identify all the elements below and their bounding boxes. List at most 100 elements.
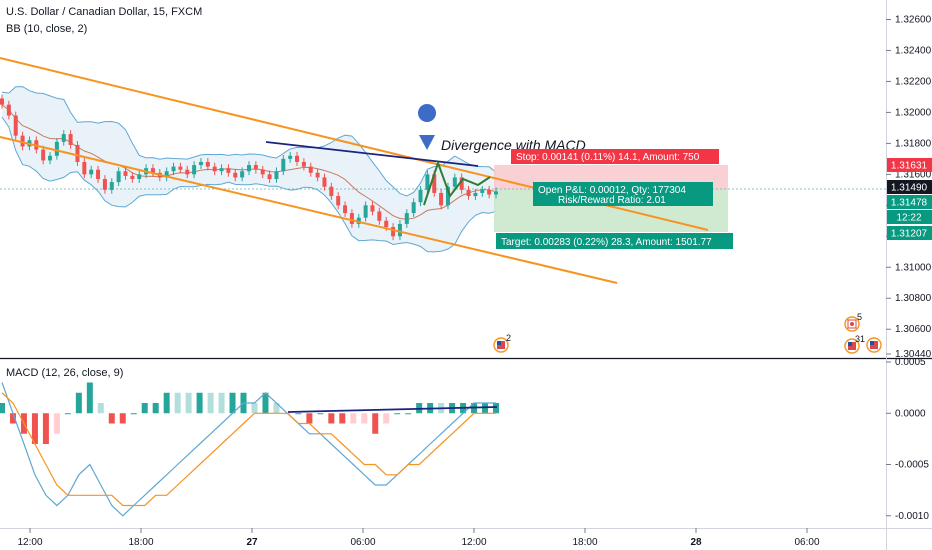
candle-body[interactable]	[205, 161, 210, 167]
macd-histogram-bar[interactable]	[295, 413, 302, 415]
candle-body[interactable]	[212, 166, 217, 172]
candle-body[interactable]	[487, 189, 492, 195]
candle-body[interactable]	[253, 165, 258, 170]
candle-body[interactable]	[68, 134, 73, 145]
candle-body[interactable]	[75, 144, 80, 162]
candle-body[interactable]	[411, 202, 416, 214]
candle-body[interactable]	[274, 171, 279, 179]
candle-body[interactable]	[20, 135, 25, 147]
macd-histogram-bar[interactable]	[383, 413, 390, 424]
candle-body[interactable]	[267, 174, 272, 179]
candle-body[interactable]	[370, 205, 375, 212]
candle-body[interactable]	[130, 175, 135, 179]
candle-body[interactable]	[178, 166, 183, 170]
candle-body[interactable]	[102, 179, 107, 190]
candle-body[interactable]	[452, 177, 457, 187]
candle-body[interactable]	[6, 104, 11, 116]
candle-body[interactable]	[459, 177, 464, 190]
candle-body[interactable]	[219, 168, 224, 172]
channel-lower-line[interactable]	[0, 136, 618, 284]
candle-body[interactable]	[54, 141, 59, 156]
candle-body[interactable]	[109, 182, 114, 190]
candle-body[interactable]	[48, 155, 53, 161]
candle-body[interactable]	[432, 174, 437, 193]
candle-body[interactable]	[466, 189, 471, 197]
candle-body[interactable]	[185, 169, 190, 175]
candle-body[interactable]	[377, 211, 382, 221]
candle-body[interactable]	[336, 196, 341, 206]
symbol-title[interactable]: U.S. Dollar / Canadian Dollar, 15, FXCM	[6, 6, 202, 18]
macd-histogram-bar[interactable]	[163, 392, 170, 414]
candle-body[interactable]	[329, 186, 334, 197]
candle-body[interactable]	[89, 169, 94, 175]
candle-body[interactable]	[425, 174, 430, 190]
candle-body[interactable]	[96, 169, 101, 179]
candle-body[interactable]	[301, 161, 306, 167]
candle-body[interactable]	[137, 174, 142, 179]
candle-body[interactable]	[247, 165, 251, 172]
candle-body[interactable]	[418, 189, 423, 203]
macd-histogram-bar[interactable]	[229, 392, 236, 414]
macd-line[interactable]	[1, 382, 496, 517]
macd-histogram-bar[interactable]	[64, 413, 71, 415]
candle-body[interactable]	[391, 227, 396, 237]
candle-body[interactable]	[198, 161, 203, 166]
candle-body[interactable]	[0, 98, 4, 105]
macd-histogram-bar[interactable]	[394, 413, 401, 415]
zigzag-pattern[interactable]	[423, 159, 491, 206]
macd-histogram-bar[interactable]	[130, 413, 137, 415]
macd-histogram-bar[interactable]	[196, 392, 203, 414]
ca-flag-event-icon[interactable]	[844, 316, 860, 332]
macd-histogram-bar[interactable]	[328, 413, 335, 424]
macd-histogram-bar[interactable]	[97, 403, 104, 414]
candle-body[interactable]	[397, 223, 402, 237]
macd-axis[interactable]: 0.0005 0.0000 -0.0005 -0.0010	[886, 357, 929, 522]
candle-body[interactable]	[116, 171, 121, 183]
macd-histogram-bar[interactable]	[174, 392, 181, 414]
candle-body[interactable]	[233, 172, 238, 178]
macd-histogram-bar[interactable]	[207, 392, 214, 414]
price-divergence-trendline[interactable]	[265, 141, 479, 167]
candle-body[interactable]	[171, 166, 176, 172]
pnl-label-box[interactable]	[533, 182, 713, 206]
candle-body[interactable]	[41, 149, 46, 161]
candle-body[interactable]	[322, 177, 327, 187]
macd-histogram-bar[interactable]	[361, 413, 368, 424]
candle-body[interactable]	[281, 158, 286, 172]
candle-body[interactable]	[260, 169, 265, 175]
macd-histogram-bar[interactable]	[339, 413, 346, 424]
candle-body[interactable]	[308, 166, 313, 173]
candle-body[interactable]	[494, 191, 498, 195]
time-axis[interactable]: 12:00 18:00 27 06:00 12:00 18:00 28 06:00	[17, 528, 820, 548]
macd-histogram-bar[interactable]	[86, 382, 93, 414]
macd-histogram-bar[interactable]	[31, 413, 38, 444]
macd-histogram-bar[interactable]	[108, 413, 115, 424]
macd-histogram-bar[interactable]	[405, 413, 412, 415]
signal-line[interactable]	[1, 392, 496, 507]
macd-histogram-bar[interactable]	[306, 413, 313, 424]
macd-histogram-bar[interactable]	[273, 403, 280, 414]
macd-histogram-bar[interactable]	[0, 403, 5, 414]
macd-pane[interactable]	[0, 360, 886, 528]
macd-histogram-bar[interactable]	[42, 413, 49, 444]
candle-body[interactable]	[363, 205, 368, 218]
target-label-box[interactable]	[496, 233, 733, 249]
candle-body[interactable]	[404, 213, 409, 224]
candle-body[interactable]	[13, 115, 18, 136]
candle-body[interactable]	[356, 217, 361, 224]
map-pin-icon[interactable]	[418, 104, 437, 150]
macd-histogram-bar[interactable]	[262, 392, 269, 414]
macd-histogram-bar[interactable]	[53, 413, 60, 434]
candle-body[interactable]	[473, 192, 478, 197]
macd-indicator-label[interactable]: MACD (12, 26, close, 9)	[6, 367, 123, 379]
macd-divergence-trendline[interactable]	[287, 406, 498, 413]
us-flag-event-icon[interactable]	[493, 337, 509, 353]
macd-histogram-bar[interactable]	[119, 413, 126, 424]
candle-body[interactable]	[226, 168, 231, 173]
us-flag-event-icon[interactable]	[844, 338, 860, 354]
macd-histogram-bar[interactable]	[218, 392, 225, 414]
candle-body[interactable]	[480, 189, 485, 193]
stop-label-box[interactable]	[511, 149, 719, 164]
candle-body[interactable]	[288, 155, 293, 159]
